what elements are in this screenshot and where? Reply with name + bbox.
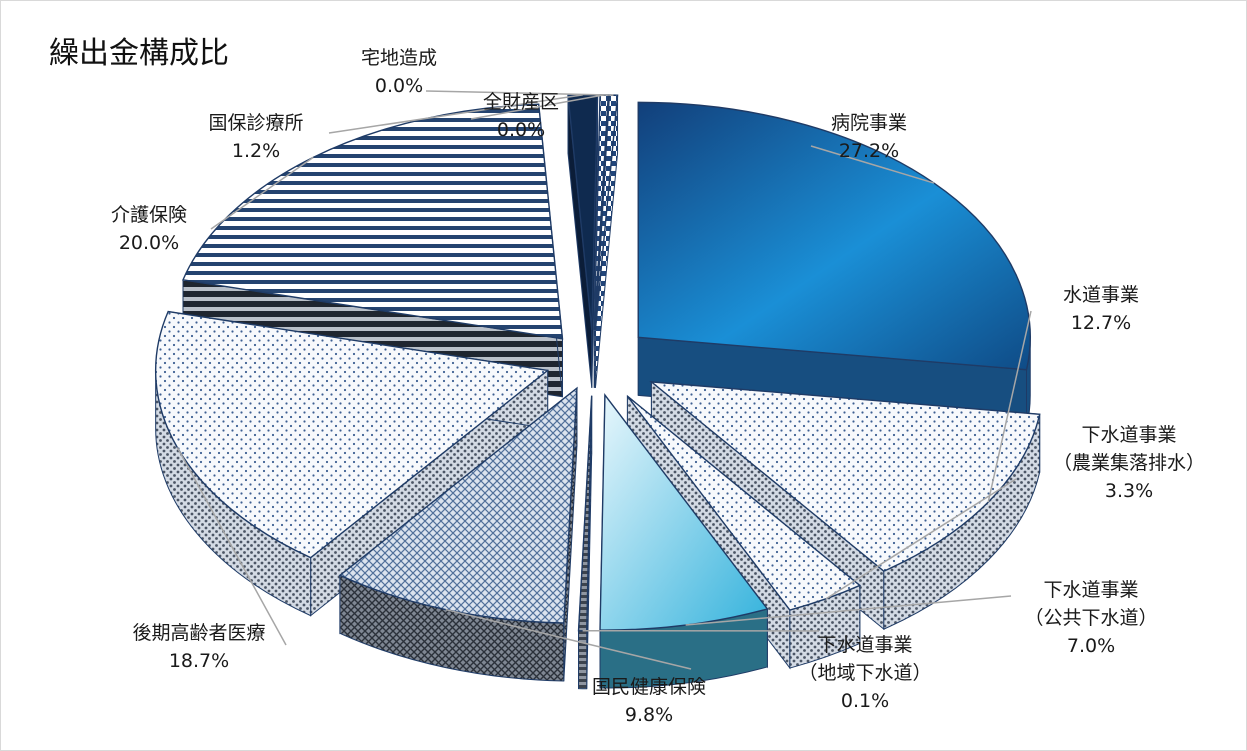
slice-4-top [599,393,769,631]
slice-2-value-label: 12.7% [1071,312,1131,334]
slice-tops [154,94,1041,632]
slice-7-name-label-1: 後期高齢者医療 [132,622,265,644]
slice-5-name-label-1: 下水道事業 [817,634,912,656]
slice-6-name-label-1: 国民健康保険 [592,676,706,698]
slice-3-value-label: 3.3% [1105,480,1153,502]
slice-3-leader-line [825,478,1017,600]
slice-7-leader-line [176,447,287,646]
slice-10-value-label: 0.0% [497,119,545,141]
slice-6-leader-line [445,608,692,670]
slice-4-value-label: 7.0% [1067,635,1115,657]
slice-8-top [181,103,564,340]
slice-1-name-label-1: 病院事業 [831,112,907,134]
slice-3-name-label-1: 下水道事業 [1081,424,1176,446]
leader-lines [176,90,1032,670]
slice-11-leader-line [425,90,614,96]
slice-4-name-label-1: 下水道事業 [1043,579,1138,601]
slice-8-value-label: 20.0% [119,232,179,254]
slice-7-top [154,310,550,559]
slice-5-top [577,395,593,632]
slice-9-name-label-1: 国保診療所 [208,112,303,134]
chart-title: 繰出金構成比 [49,36,229,71]
slice-1-leader-line [810,145,935,184]
slice-1-value-label: 27.2% [839,140,899,162]
slice-8-leader-line [210,156,314,230]
slice-2-leader-line [987,310,1032,503]
slice-3-top [626,395,862,611]
slice-9-leader-line [328,94,583,134]
slice-10-leader-line [470,94,605,120]
slice-5-outer-wall [578,630,588,690]
slice-6-value-label: 9.8% [625,704,673,726]
slice-7-value-label: 18.7% [169,650,229,672]
slice-9-value-label: 1.2% [232,140,280,162]
slice-3-name-label-2: （農業集落排水） [1053,452,1205,474]
slice-5-value-label: 0.1% [841,690,889,712]
slice-5-name-label-2: （地域下水道） [798,662,931,684]
slice-4-leader-line [685,595,1012,626]
slice-11-name-label-1: 宅地造成 [361,47,437,69]
slice-8-name-label-1: 介護保険 [111,204,187,226]
slice-1-top [637,101,1031,371]
slice-4-name-label-2: （公共下水道） [1024,607,1157,629]
slice-10-name-label-1: 全財産区 [483,91,559,113]
slice-2-name-label-1: 水道事業 [1063,284,1139,306]
slice-labels: 病院事業 27.2% 水道事業 12.7% 下水道事業 （農業集落排水） 3.3% 下水道事業… [111,47,1205,726]
slice-11-value-label: 0.0% [375,75,423,97]
